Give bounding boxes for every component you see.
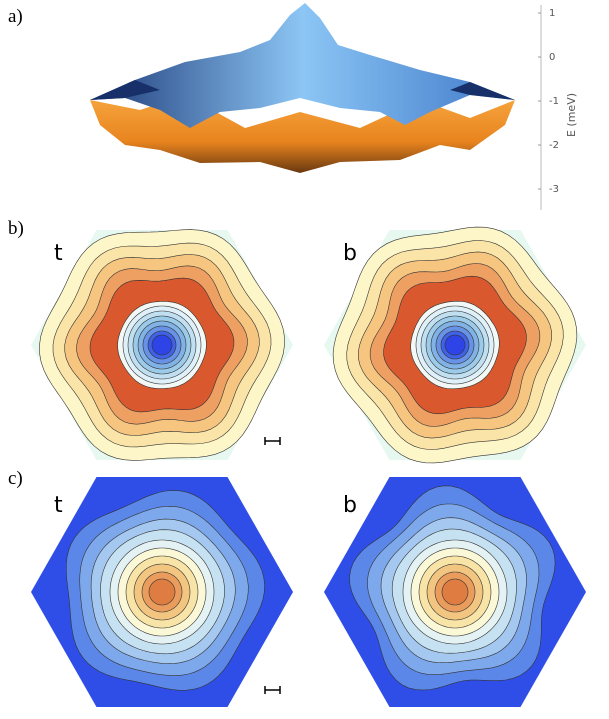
tick-label: -3 — [549, 184, 559, 195]
scale-bar — [264, 686, 281, 694]
panel-label: c) — [8, 468, 23, 489]
contour — [151, 334, 173, 356]
surface-plot — [90, 3, 515, 173]
map-label: b — [343, 493, 357, 518]
contour — [148, 578, 176, 606]
tick-label: -2 — [549, 140, 559, 151]
upper-band — [90, 3, 515, 128]
map-label: b — [343, 241, 357, 266]
axis-label: E (meV) — [565, 93, 578, 137]
map-label: t — [54, 493, 63, 518]
tick-label: 1 — [549, 8, 555, 19]
tick-label: -1 — [549, 96, 559, 107]
contour — [441, 578, 469, 606]
contour — [444, 334, 466, 356]
panel-label: a) — [8, 6, 23, 27]
panel-label: b) — [8, 218, 24, 239]
tick-label: 0 — [549, 52, 555, 63]
scale-bar — [264, 437, 281, 445]
upper-band-edge — [90, 80, 515, 100]
map-label: t — [54, 241, 63, 266]
contour-maps — [31, 226, 586, 707]
